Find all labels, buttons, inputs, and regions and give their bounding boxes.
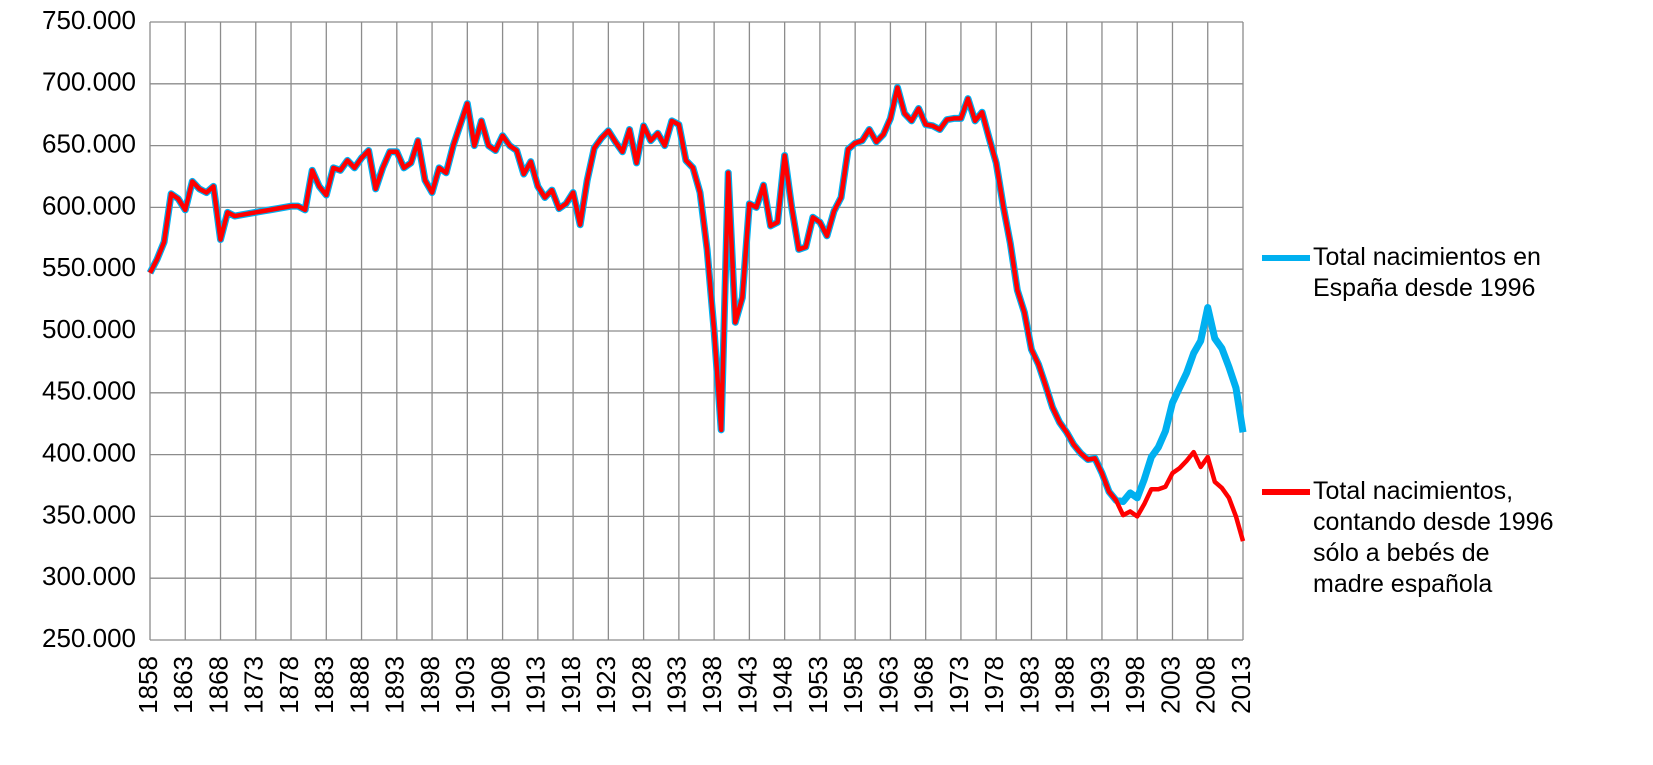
x-tick-label: 1858 [133,656,163,714]
y-tick-label: 600.000 [42,190,136,220]
x-tick-label: 1943 [732,656,762,714]
x-tick-label: 1963 [873,656,903,714]
legend-label: Total nacimientos en España desde 1996 [1313,243,1541,302]
x-tick-label: 1913 [521,656,551,714]
x-tick-label: 1918 [556,656,586,714]
x-tick-label: 1973 [944,656,974,714]
y-tick-label: 550.000 [42,252,136,282]
x-tick-label: 1863 [168,656,198,714]
y-tick-label: 400.000 [42,437,136,467]
x-tick-label: 1928 [626,656,656,714]
y-tick-label: 750.000 [42,5,136,35]
x-tick-label: 1948 [768,656,798,714]
x-tick-label: 1923 [591,656,621,714]
y-tick-label: 700.000 [42,67,136,97]
y-tick-label: 450.000 [42,376,136,406]
x-tick-label: 1868 [203,656,233,714]
x-tick-label: 1998 [1120,656,1150,714]
x-tick-label: 1978 [979,656,1009,714]
x-tick-label: 1958 [838,656,868,714]
x-tick-label: 1908 [485,656,515,714]
y-tick-label: 250.000 [42,623,136,653]
x-tick-label: 1993 [1085,656,1115,714]
x-tick-label: 1953 [803,656,833,714]
x-tick-label: 1888 [344,656,374,714]
y-tick-label: 300.000 [42,561,136,591]
x-tick-label: 1938 [697,656,727,714]
x-tick-label: 2008 [1191,656,1221,714]
x-tick-label: 1988 [1050,656,1080,714]
y-tick-label: 650.000 [42,128,136,158]
x-tick-label: 1933 [662,656,692,714]
x-tick-label: 1898 [415,656,445,714]
y-tick-label: 500.000 [42,314,136,344]
x-tick-label: 2013 [1226,656,1256,714]
x-tick-label: 1883 [309,656,339,714]
x-tick-label: 1903 [450,656,480,714]
y-tick-label: 350.000 [42,499,136,529]
x-tick-label: 2003 [1155,656,1185,714]
legend-label: Total nacimientos, contando desde 1996 s… [1313,477,1554,598]
x-tick-label: 1983 [1014,656,1044,714]
series-line [148,85,1246,542]
x-tick-label: 1893 [380,656,410,714]
x-tick-label: 1968 [909,656,939,714]
series-line [146,84,1247,506]
x-tick-label: 1873 [239,656,269,714]
x-tick-label: 1878 [274,656,304,714]
